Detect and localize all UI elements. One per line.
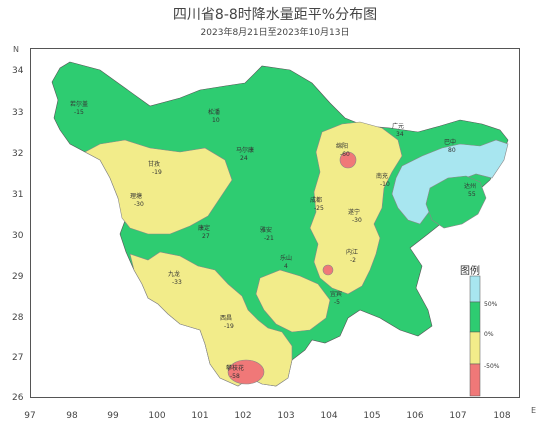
region-yellow-southwest xyxy=(129,251,293,387)
station-value: 10 xyxy=(212,117,220,124)
lon-tick-102: 102 xyxy=(234,411,252,421)
station-value: -19 xyxy=(152,169,162,176)
lon-tick-104: 104 xyxy=(320,411,338,421)
legend-label-minus50: -50% xyxy=(484,363,500,370)
station-label: 若尔盖 xyxy=(70,100,88,108)
station-label: 绵阳 xyxy=(336,142,348,150)
station-label: 乐山 xyxy=(280,254,292,262)
legend-label-50: 50% xyxy=(484,301,498,308)
station-value: -33 xyxy=(172,279,182,286)
lat-tick-31: 31 xyxy=(12,190,24,200)
lat-tick-32: 32 xyxy=(12,149,24,159)
lat-tick-29: 29 xyxy=(12,272,24,282)
station-label: 广元 xyxy=(392,122,404,130)
lon-tick-99: 99 xyxy=(107,411,119,421)
station-labels: 若尔盖 -15 松潘 10 马尔康 24 甘孜 -19 理塘 -30 康定 27… xyxy=(70,100,476,380)
lon-tick-106: 106 xyxy=(406,411,424,421)
station-label: 马尔康 xyxy=(236,146,254,154)
lat-tick-30: 30 xyxy=(12,231,24,241)
lat-tick-27: 27 xyxy=(12,353,24,363)
longitude-axis-label: E xyxy=(531,406,537,415)
station-value: 80 xyxy=(448,147,456,154)
region-yellow-south-central xyxy=(255,269,331,333)
station-value: -10 xyxy=(380,181,390,188)
region-red-mianyang xyxy=(339,151,357,169)
region-yellow-west xyxy=(84,139,233,235)
lon-tick-105: 105 xyxy=(363,411,381,421)
station-label: 雅安 xyxy=(260,226,272,234)
lat-tick-34: 34 xyxy=(12,66,24,76)
station-value: -30 xyxy=(134,201,144,208)
legend-swatch-below-minus50 xyxy=(469,363,481,397)
station-value: -58 xyxy=(230,373,240,380)
region-red-panzhihua xyxy=(227,359,265,385)
station-value: 34 xyxy=(396,131,404,138)
lon-tick-97: 97 xyxy=(24,411,36,421)
station-value: 27 xyxy=(202,233,210,240)
region-green-northeast-island xyxy=(425,175,487,229)
station-value: -30 xyxy=(352,217,362,224)
station-label: 攀枝花 xyxy=(226,364,244,372)
map-title: 四川省8-8时降水量距平%分布图 xyxy=(172,7,378,23)
legend-title: 图例 xyxy=(460,266,480,277)
legend-swatch-minus50-to-0 xyxy=(469,331,481,365)
lon-tick-98: 98 xyxy=(66,411,78,421)
station-label: 遂宁 xyxy=(348,208,360,216)
station-value: -25 xyxy=(314,205,324,212)
station-label: 松潘 xyxy=(208,108,220,116)
lon-tick-103: 103 xyxy=(277,411,295,421)
legend-swatch-above-50 xyxy=(469,275,481,303)
station-label: 九龙 xyxy=(168,270,180,278)
station-value: -60 xyxy=(340,151,350,158)
lat-tick-28: 28 xyxy=(12,313,24,323)
region-yellow-basin xyxy=(309,121,403,295)
station-label: 达州 xyxy=(464,182,476,190)
station-label: 宜宾 xyxy=(330,290,342,298)
lat-tick-26: 26 xyxy=(12,393,24,403)
lon-tick-100: 100 xyxy=(148,411,166,421)
station-label: 南充 xyxy=(376,172,388,180)
station-label: 西昌 xyxy=(220,315,232,322)
lon-tick-108: 108 xyxy=(493,411,511,421)
station-value: -19 xyxy=(224,323,234,330)
station-value: 24 xyxy=(240,155,248,162)
station-value: -21 xyxy=(264,235,274,242)
station-value: 4 xyxy=(284,263,288,270)
map-subtitle: 2023年8月21日至2023年10月13日 xyxy=(200,28,350,38)
legend-swatch-0-to-50 xyxy=(469,301,481,333)
station-label: 内江 xyxy=(346,248,358,256)
station-label: 巴中 xyxy=(444,138,456,146)
lat-tick-33: 33 xyxy=(12,108,24,118)
region-red-neijiang xyxy=(322,264,334,276)
station-value: -5 xyxy=(334,299,340,306)
station-value: -2 xyxy=(350,257,356,264)
station-label: 甘孜 xyxy=(148,160,160,168)
station-label: 理塘 xyxy=(130,192,142,200)
legend-label-0: 0% xyxy=(484,331,494,338)
precipitation-anomaly-map: 若尔盖 -15 松潘 10 马尔康 24 甘孜 -19 理塘 -30 康定 27… xyxy=(51,61,509,397)
latitude-axis-label: N xyxy=(13,45,19,54)
lon-tick-101: 101 xyxy=(191,411,209,421)
station-value: 55 xyxy=(468,191,476,198)
station-value: -15 xyxy=(74,109,84,116)
map-frame xyxy=(30,48,520,398)
station-label: 成都 xyxy=(310,196,322,204)
lon-tick-107: 107 xyxy=(449,411,467,421)
station-label: 康定 xyxy=(198,224,210,232)
